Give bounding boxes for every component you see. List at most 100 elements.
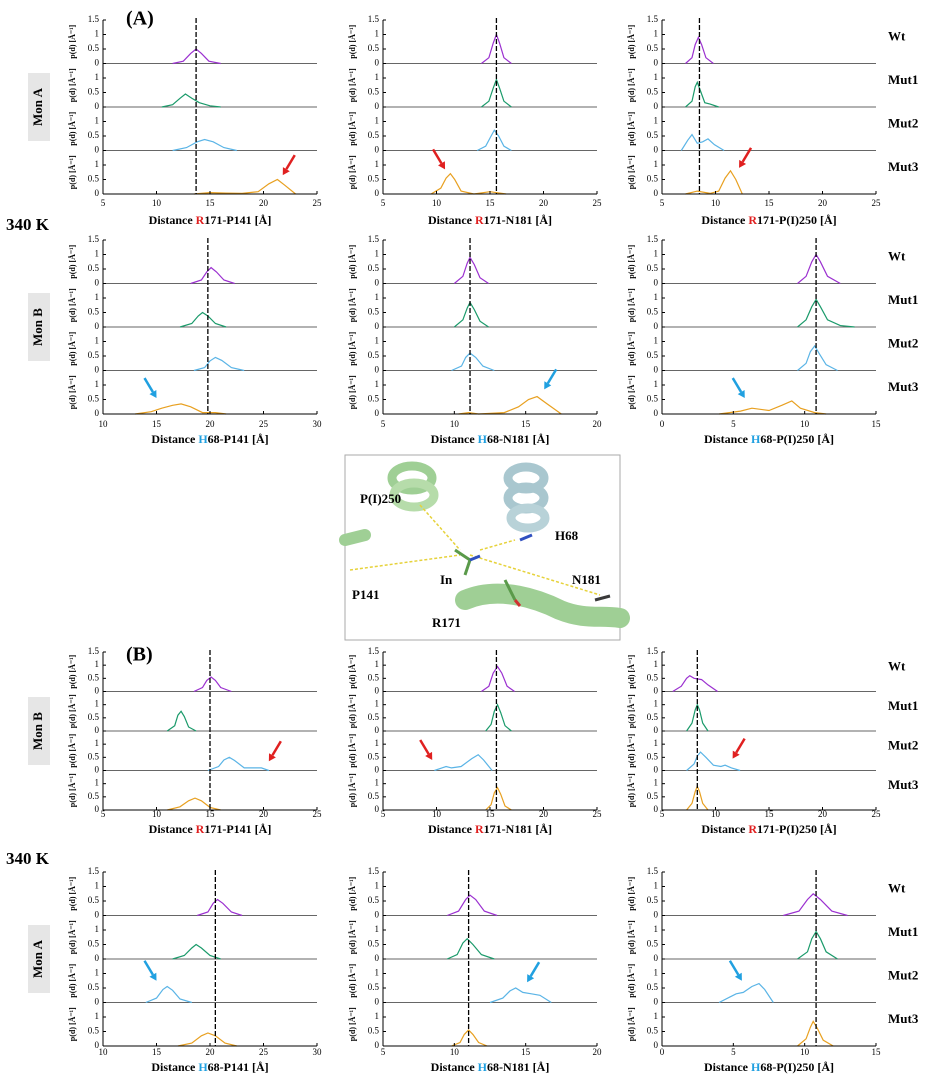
monomer-box xyxy=(28,697,50,765)
series-label: Mut1 xyxy=(888,292,918,307)
distribution-curve xyxy=(193,178,296,195)
x-label-prefix: Distance xyxy=(701,213,748,227)
structure-label: P141 xyxy=(352,587,379,602)
y-tick-label: 1 xyxy=(654,72,659,82)
distribution-curve xyxy=(458,395,562,415)
monomer-label: Mon A xyxy=(30,939,45,978)
x-tick-label: 15 xyxy=(872,1047,882,1057)
arrow-shaft xyxy=(731,377,743,393)
x-tick-label: 10 xyxy=(152,198,162,208)
y-tick-label: 0 xyxy=(95,365,100,375)
x-tick-label: 10 xyxy=(432,809,442,819)
x-axis-label: Distance R171-P(I)250 [Å] xyxy=(701,822,836,836)
y-axis-label: p(d) [Å⁻¹] xyxy=(68,375,77,409)
y-axis-label: p(d) [Å⁻¹] xyxy=(348,288,357,322)
y-tick-label: 1 xyxy=(95,292,100,302)
distribution-curve xyxy=(135,403,227,415)
monomer-label: Mon B xyxy=(30,712,45,750)
y-axis-label: p(d) [Å⁻¹] xyxy=(68,244,77,278)
arrow-head xyxy=(732,750,740,759)
y-axis-label: p(d) [Å⁻¹] xyxy=(627,331,636,365)
y-tick-label: 1.5 xyxy=(647,14,659,24)
y-tick-label: 1 xyxy=(654,159,659,169)
x-label-rest: 171-N181 [Å] xyxy=(484,213,552,227)
arrow-shaft xyxy=(741,147,753,163)
series-label: Mut2 xyxy=(888,116,918,131)
y-axis-label: p(d) [Å⁻¹] xyxy=(68,1007,77,1041)
x-label-prefix: Distance xyxy=(704,1060,751,1074)
y-axis-label: p(d) [Å⁻¹] xyxy=(348,68,357,102)
x-label-prefix: Distance xyxy=(151,1060,198,1074)
x-tick-label: 30 xyxy=(313,419,323,429)
x-axis-label: Distance R171-P(I)250 [Å] xyxy=(701,213,836,227)
y-tick-label: 1 xyxy=(95,659,100,669)
y-tick-label: 1 xyxy=(375,72,380,82)
y-tick-label: 0.5 xyxy=(647,350,659,360)
y-tick-label: 1 xyxy=(95,29,100,39)
x-label-highlight: H xyxy=(751,432,761,446)
x-tick-label: 10 xyxy=(711,809,721,819)
y-axis-label: p(d) [Å⁻¹] xyxy=(627,288,636,322)
arrow-shaft xyxy=(143,377,154,393)
x-label-highlight: R xyxy=(475,213,484,227)
arrow-head xyxy=(739,159,747,168)
y-tick-label: 0.5 xyxy=(368,263,380,273)
y-tick-label: 0 xyxy=(375,188,380,198)
x-tick-label: 25 xyxy=(593,198,603,208)
y-tick-label: 1.5 xyxy=(88,234,100,244)
distribution-curve xyxy=(451,1029,488,1047)
y-tick-label: 0 xyxy=(654,188,659,198)
x-axis-label: Distance H68-N181 [Å] xyxy=(431,1060,550,1074)
y-tick-label: 0.5 xyxy=(647,672,659,682)
x-tick-label: 20 xyxy=(206,1047,216,1057)
y-tick-label: 0.5 xyxy=(88,982,100,992)
x-tick-label: 25 xyxy=(872,198,882,208)
y-tick-label: 0.5 xyxy=(368,394,380,404)
y-tick-label: 0.5 xyxy=(88,1026,100,1036)
y-axis-label: p(d) [Å⁻¹] xyxy=(68,68,77,102)
y-tick-label: 0.5 xyxy=(647,307,659,317)
distribution-curve xyxy=(797,253,841,285)
y-axis-label: p(d) [Å⁻¹] xyxy=(627,733,636,767)
x-tick-label: 20 xyxy=(818,198,828,208)
y-axis-label: p(d) [Å⁻¹] xyxy=(627,375,636,409)
y-axis-label: p(d) [Å⁻¹] xyxy=(68,773,77,807)
y-tick-label: 1 xyxy=(654,659,659,669)
x-tick-label: 25 xyxy=(259,419,269,429)
y-tick-label: 1 xyxy=(654,778,659,788)
series-label: Wt xyxy=(888,881,906,896)
y-tick-label: 1.5 xyxy=(647,234,659,244)
y-tick-label: 0.5 xyxy=(88,87,100,97)
y-tick-label: 0.5 xyxy=(647,263,659,273)
y-tick-label: 1 xyxy=(95,968,100,978)
y-tick-label: 1 xyxy=(654,738,659,748)
y-tick-label: 0 xyxy=(654,321,659,331)
y-tick-label: 0.5 xyxy=(88,791,100,801)
x-tick-label: 25 xyxy=(313,809,323,819)
x-label-prefix: Distance xyxy=(149,822,196,836)
y-tick-label: 1 xyxy=(654,116,659,126)
distribution-curve xyxy=(476,129,512,152)
series-label: Mut1 xyxy=(888,924,918,939)
y-tick-label: 1 xyxy=(375,116,380,126)
x-label-rest: 171-P141 [Å] xyxy=(204,822,271,836)
y-tick-label: 0 xyxy=(654,145,659,155)
x-tick-label: 5 xyxy=(731,419,736,429)
y-tick-label: 0 xyxy=(654,804,659,814)
y-tick-label: 1 xyxy=(375,659,380,669)
y-tick-label: 0 xyxy=(375,1040,380,1050)
distribution-curve xyxy=(451,352,495,372)
y-tick-label: 0.5 xyxy=(88,394,100,404)
y-tick-label: 0.5 xyxy=(368,939,380,949)
structure-label: R171 xyxy=(432,615,461,630)
y-tick-label: 0 xyxy=(95,804,100,814)
distribution-curve xyxy=(446,894,498,917)
y-tick-label: 0.5 xyxy=(647,982,659,992)
y-axis-label: p(d) [Å⁻¹] xyxy=(348,733,357,767)
y-tick-label: 0.5 xyxy=(88,174,100,184)
x-label-prefix: Distance xyxy=(151,432,198,446)
y-axis-label: p(d) [Å⁻¹] xyxy=(68,331,77,365)
x-axis-label: Distance H68-P141 [Å] xyxy=(151,1060,268,1074)
x-label-rest: 68-P(I)250 [Å] xyxy=(760,432,834,446)
arrow-head xyxy=(268,753,276,762)
